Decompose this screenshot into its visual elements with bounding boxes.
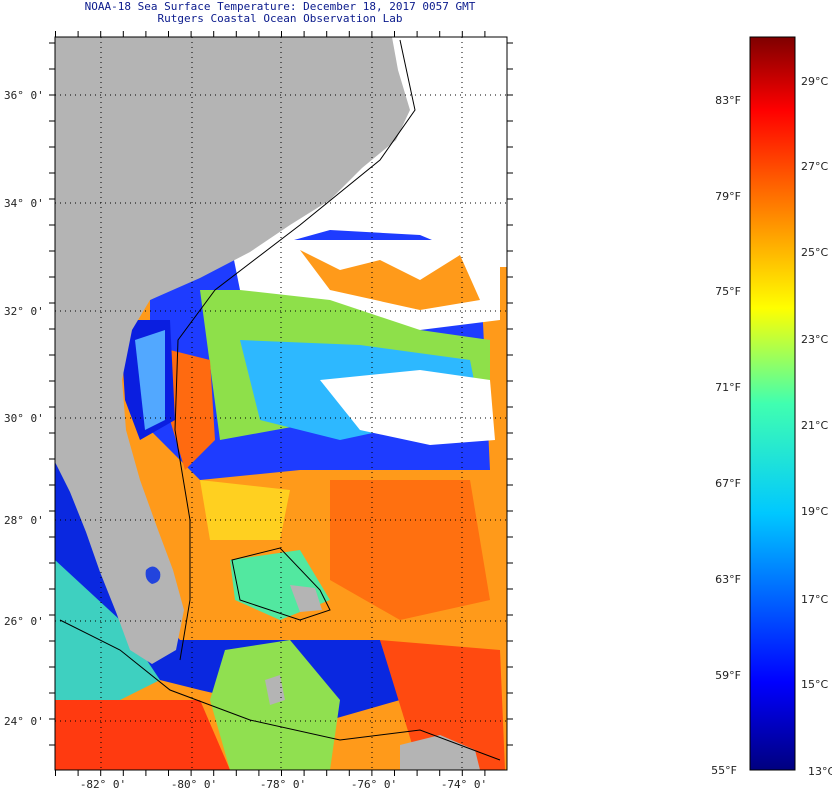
colorbar-f-label: 63°F <box>715 573 741 586</box>
colorbar-c-label: 19°C <box>801 505 828 518</box>
colorbar-scale <box>749 36 796 771</box>
colorbar-f-label: 79°F <box>715 190 741 203</box>
land-cuba <box>400 735 480 770</box>
bathymetry-contour <box>59 39 501 761</box>
colorbar-f-label: 55°F <box>711 764 737 777</box>
map-title: NOAA-18 Sea Surface Temperature: Decembe… <box>84 0 476 13</box>
lon-label: -74° 0' <box>441 778 487 791</box>
colorbar-c-label: 29°C <box>801 75 828 88</box>
colorbar-c-label: 27°C <box>801 160 828 173</box>
colorbar-c-label: 13°C <box>808 765 832 778</box>
lat-label: 28° 0' <box>4 514 44 527</box>
lon-label: -82° 0' <box>80 778 126 791</box>
grid-lines <box>55 37 507 770</box>
colorbar-c-label: 17°C <box>801 593 828 606</box>
colorbar-c-label: 15°C <box>801 678 828 691</box>
lat-label: 34° 0' <box>4 197 44 210</box>
lat-label: 24° 0' <box>4 715 44 728</box>
colorbar-f-label: 71°F <box>715 381 741 394</box>
lat-label: 26° 0' <box>4 615 44 628</box>
colorbar: 83°F 79°F 75°F 71°F 67°F 63°F 59°F 55°F … <box>711 36 832 778</box>
lat-axis: 36° 0' 34° 0' 32° 0' 30° 0' 28° 0' 26° 0… <box>4 89 44 728</box>
lake-okeechobee <box>145 566 161 584</box>
colorbar-f-label: 67°F <box>715 477 741 490</box>
land-us-coast <box>55 37 410 664</box>
map-area <box>55 37 507 770</box>
lon-axis: -82° 0' -80° 0' -78° 0' -76° 0' -74° 0' <box>80 778 487 791</box>
colorbar-c-label: 25°C <box>801 246 828 259</box>
lat-label: 30° 0' <box>4 412 44 425</box>
lon-label: -80° 0' <box>171 778 217 791</box>
colorbar-f-label: 59°F <box>715 669 741 682</box>
colorbar-f-label: 83°F <box>715 94 741 107</box>
lon-label: -78° 0' <box>260 778 306 791</box>
colorbar-f-label: 75°F <box>715 285 741 298</box>
colorbar-c-label: 23°C <box>801 333 828 346</box>
lat-label: 32° 0' <box>4 305 44 318</box>
map-subtitle: Rutgers Coastal Ocean Observation Lab <box>157 12 403 25</box>
land-bahamas <box>265 585 322 705</box>
lon-label: -76° 0' <box>351 778 397 791</box>
colorbar-c-label: 21°C <box>801 419 828 432</box>
lat-label: 36° 0' <box>4 89 44 102</box>
